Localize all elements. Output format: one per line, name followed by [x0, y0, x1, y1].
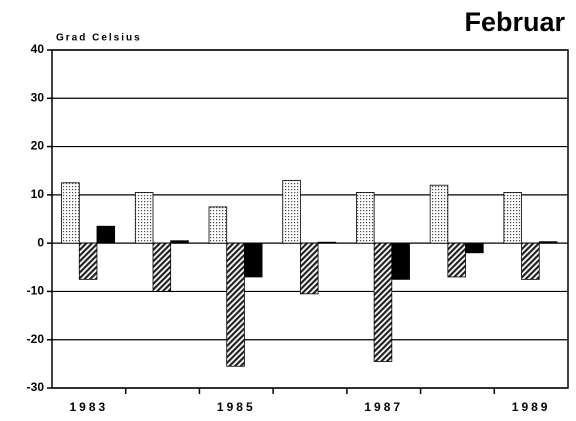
- x-tick-label: 1985: [217, 400, 256, 414]
- bar: [170, 240, 189, 244]
- plot-frame: [51, 49, 569, 389]
- y-tick-label: 0: [37, 235, 44, 249]
- bar: [243, 242, 263, 278]
- bar: [61, 182, 80, 244]
- bar: [96, 225, 116, 244]
- bar: [538, 241, 558, 244]
- y-tick-label: -30: [27, 380, 45, 394]
- bar: [373, 242, 393, 362]
- bar: [521, 242, 540, 280]
- bar: [152, 242, 172, 292]
- bar: [356, 192, 375, 244]
- y-tick-label: -20: [27, 332, 45, 346]
- bar: [317, 241, 337, 244]
- bar: [208, 206, 228, 244]
- bar: [503, 192, 522, 244]
- bar: [300, 242, 319, 295]
- x-tick-label: 1989: [512, 400, 551, 414]
- bar: [134, 192, 154, 244]
- chart-title: Februar: [464, 7, 565, 37]
- y-tick-label: 20: [31, 139, 45, 153]
- y-tick-label: 40: [31, 42, 45, 56]
- x-tick-label: 1983: [70, 400, 109, 414]
- bar: [282, 179, 301, 244]
- bar: [391, 242, 410, 280]
- bar: [226, 242, 245, 367]
- bar: [78, 242, 98, 280]
- bar: [447, 242, 466, 278]
- x-tick-label: 1987: [364, 400, 403, 414]
- bar: [465, 242, 484, 254]
- y-axis-label: Grad Celsius: [56, 33, 142, 44]
- y-tick-label: -10: [27, 284, 45, 298]
- y-tick-label: 30: [31, 90, 45, 104]
- y-tick-label: 10: [31, 187, 45, 201]
- bar: [429, 184, 449, 244]
